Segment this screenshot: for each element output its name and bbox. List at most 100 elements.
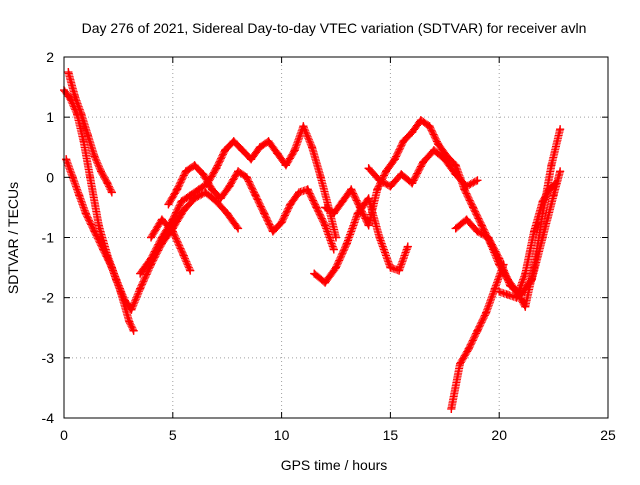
data-point <box>408 179 417 188</box>
data-point <box>273 149 282 158</box>
data-point <box>186 266 195 275</box>
data-point <box>456 359 465 368</box>
data-point <box>477 221 486 230</box>
data-point <box>464 344 473 353</box>
data-point <box>419 158 428 167</box>
data-point <box>375 176 384 185</box>
data-point <box>538 197 547 206</box>
data-point <box>107 263 116 272</box>
data-point <box>295 188 304 197</box>
data-point <box>310 269 319 278</box>
data-point <box>90 227 99 236</box>
data-point <box>375 233 384 242</box>
data-point <box>136 269 145 278</box>
data-point <box>107 188 116 197</box>
data-point <box>462 215 471 224</box>
data-point <box>90 152 99 161</box>
y-tick-label: 0 <box>46 169 54 185</box>
series-2 <box>62 155 138 335</box>
data-point <box>268 227 277 236</box>
data-point <box>157 215 166 224</box>
data-point <box>312 203 321 212</box>
data-point <box>473 326 482 335</box>
data-point <box>551 179 560 188</box>
data-point <box>386 182 395 191</box>
data-point <box>556 125 565 134</box>
data-point <box>260 209 269 218</box>
data-point <box>129 326 138 335</box>
data-point <box>286 200 295 209</box>
data-point <box>147 233 156 242</box>
y-tick-label: -1 <box>42 230 55 246</box>
data-point <box>177 197 186 206</box>
data-point <box>390 155 399 164</box>
data-point <box>290 146 299 155</box>
data-point <box>157 233 166 242</box>
data-point <box>70 92 79 101</box>
data-point <box>395 266 404 275</box>
data-point <box>338 197 347 206</box>
x-tick-label: 0 <box>60 427 68 443</box>
data-point <box>186 191 195 200</box>
data-point <box>277 218 286 227</box>
data-point <box>425 122 434 131</box>
series-9 <box>364 146 482 191</box>
data-point <box>147 254 156 263</box>
data-series <box>60 68 565 413</box>
data-point <box>303 185 312 194</box>
data-point <box>207 185 216 194</box>
data-point <box>521 269 530 278</box>
series-11 <box>451 167 565 299</box>
data-point <box>83 131 92 140</box>
x-tick-label: 25 <box>600 427 616 443</box>
data-point <box>495 254 504 263</box>
data-point <box>440 155 449 164</box>
data-point <box>96 167 105 176</box>
data-point <box>238 146 247 155</box>
data-point <box>469 203 478 212</box>
data-point <box>403 242 412 251</box>
data-point <box>168 227 177 236</box>
data-point <box>521 302 530 311</box>
data-point <box>397 170 406 179</box>
data-point <box>308 143 317 152</box>
data-point <box>462 182 471 191</box>
data-point <box>434 140 443 149</box>
data-point <box>386 263 395 272</box>
data-point <box>408 128 417 137</box>
data-point <box>342 239 351 248</box>
data-point <box>473 176 482 185</box>
data-point <box>321 203 330 212</box>
data-point <box>212 197 221 206</box>
y-tick-label: 1 <box>46 109 54 125</box>
axis-ticks: 0 5 10 15 20 25 -4 -3 -2 -1 0 1 2 <box>42 49 616 443</box>
data-point <box>364 221 373 230</box>
data-point <box>64 68 73 77</box>
series-3 <box>64 68 116 197</box>
data-point <box>530 227 539 236</box>
data-point <box>181 167 190 176</box>
y-tick-label: -4 <box>42 410 55 426</box>
series-6 <box>164 161 338 254</box>
data-point <box>329 245 338 254</box>
data-point <box>201 188 210 197</box>
data-point <box>86 173 95 182</box>
data-point <box>527 275 536 284</box>
data-point <box>179 251 188 260</box>
x-tick-label: 5 <box>169 427 177 443</box>
data-point <box>416 116 425 125</box>
data-point <box>199 170 208 179</box>
data-point <box>506 281 515 290</box>
y-tick-label: -2 <box>42 290 55 306</box>
data-point <box>429 146 438 155</box>
data-point <box>68 173 77 182</box>
data-point <box>221 146 230 155</box>
data-point <box>194 185 203 194</box>
data-point <box>451 224 460 233</box>
data-point <box>81 209 90 218</box>
data-point <box>490 284 499 293</box>
data-point <box>355 203 364 212</box>
data-point <box>495 287 504 296</box>
data-point <box>399 137 408 146</box>
